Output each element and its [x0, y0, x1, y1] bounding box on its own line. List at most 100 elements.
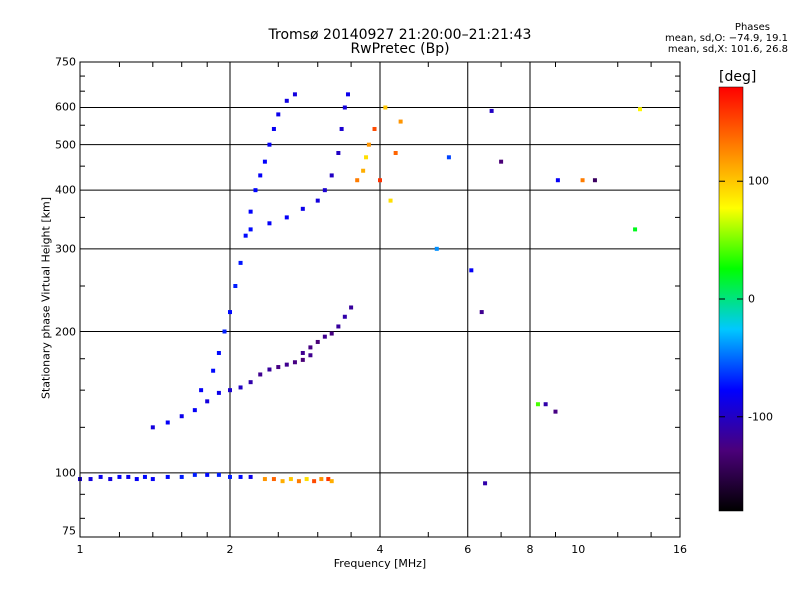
plot-frame	[79, 61, 681, 538]
echo-point	[355, 178, 360, 183]
echo-point	[479, 310, 484, 315]
x-tick-label: 2	[226, 543, 234, 556]
echo-point	[284, 98, 289, 103]
echo-point	[378, 178, 382, 183]
echo-point	[315, 339, 320, 344]
echo-point	[150, 477, 155, 482]
x-axis-label: Frequency [MHz]	[333, 557, 427, 570]
echo-point	[228, 474, 232, 479]
echo-point	[117, 474, 122, 479]
echo-point	[238, 260, 243, 265]
echo-point	[383, 105, 388, 110]
echo-point	[329, 331, 334, 336]
y-tick-label: 500	[55, 138, 76, 152]
echo-point	[555, 178, 560, 183]
colorbar-tick-label: 0	[748, 292, 755, 306]
tick-marks	[80, 62, 680, 537]
echo-point	[216, 350, 221, 355]
echo-point	[253, 188, 258, 193]
echo-point	[296, 479, 301, 484]
echo-point	[98, 474, 103, 479]
y-tick-label: 600	[55, 100, 76, 114]
echo-point	[271, 126, 276, 131]
echo-point	[398, 119, 403, 124]
echo-point	[88, 477, 93, 482]
echo-point	[222, 329, 227, 334]
colorbar-tick-label: -100	[748, 410, 773, 424]
echo-point	[211, 368, 216, 373]
echo-point	[199, 388, 204, 393]
echo-point	[262, 159, 267, 164]
echo-point	[366, 142, 371, 147]
echo-point	[489, 108, 494, 113]
echo-point	[248, 209, 253, 214]
echo-point	[349, 305, 354, 310]
x-tick-label: 1	[76, 543, 84, 556]
echo-point	[580, 178, 585, 183]
echo-point	[393, 150, 398, 155]
echo-point	[535, 402, 540, 407]
echo-point	[329, 173, 334, 178]
echo-point	[304, 477, 309, 482]
echo-point	[633, 227, 638, 232]
chart-subtitle: RwPretec (Bp)	[350, 41, 450, 57]
echo-point	[228, 388, 232, 393]
echo-point	[165, 420, 170, 425]
colorbar-ticks	[719, 180, 743, 418]
echo-point	[216, 390, 221, 395]
echo-point	[205, 472, 210, 477]
echo-point	[300, 357, 305, 362]
echo-point	[271, 477, 276, 482]
echo-point	[258, 372, 263, 377]
echo-point	[300, 350, 305, 355]
echo-point	[238, 385, 243, 390]
echo-point	[276, 112, 281, 117]
echo-point	[292, 92, 297, 97]
echo-point	[483, 481, 488, 486]
echo-point	[284, 215, 289, 220]
echo-point	[262, 477, 267, 482]
echo-point	[638, 107, 643, 112]
echo-point	[308, 345, 313, 350]
echo-point	[134, 477, 139, 482]
x-tick-label: 8	[526, 543, 534, 556]
echo-point	[292, 360, 297, 365]
echo-point	[319, 477, 324, 482]
echo-point	[248, 474, 253, 479]
echo-point	[228, 310, 232, 315]
stats-title: Phases	[734, 22, 770, 33]
echo-point	[342, 105, 347, 110]
y-tick-label: 200	[55, 325, 76, 338]
chart-title: Tromsø 20140927 21:20:00–21:21:43	[268, 27, 532, 43]
echo-point	[312, 479, 317, 484]
echo-point	[388, 198, 393, 203]
echo-point	[315, 198, 320, 203]
echo-point	[108, 477, 113, 482]
x-tick-label: 6	[464, 543, 472, 556]
echo-point	[364, 155, 369, 160]
echo-point	[179, 474, 184, 479]
echo-point	[243, 233, 248, 238]
echo-point	[592, 178, 597, 183]
echo-point	[150, 425, 155, 430]
echo-point	[300, 206, 305, 211]
echo-point	[267, 221, 272, 226]
echo-point	[543, 402, 548, 407]
echo-point	[322, 334, 327, 339]
echo-point	[434, 246, 439, 251]
y-tick-label: 75	[62, 524, 76, 538]
echo-point	[248, 380, 253, 385]
echo-point	[326, 477, 331, 482]
echo-point	[288, 477, 293, 482]
echo-point	[553, 409, 558, 414]
echo-point	[446, 155, 451, 160]
y-tick-label: 750	[55, 55, 76, 69]
echo-point	[276, 365, 281, 370]
echo-point	[469, 268, 474, 273]
echo-point	[267, 142, 272, 147]
y-tick-label: 400	[55, 183, 76, 197]
echo-point	[280, 479, 285, 484]
echo-point	[336, 324, 341, 329]
echo-point	[216, 472, 221, 477]
